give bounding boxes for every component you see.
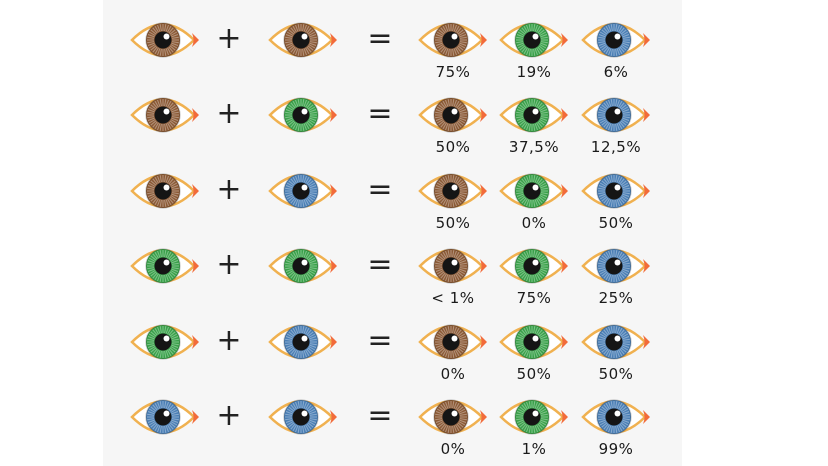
parent1-eye: [129, 394, 201, 440]
blue-eye-icon: [581, 323, 650, 360]
result-percent-brown: 0%: [440, 440, 466, 458]
blue-eye-icon: [268, 323, 337, 360]
parent1-eye: [129, 168, 201, 214]
plus-sign: +: [216, 247, 242, 283]
plus-sign: +: [216, 398, 242, 433]
result-eye-brown: [417, 319, 489, 365]
equals-sign: =: [367, 398, 393, 433]
result-eye-brown: [417, 394, 489, 440]
result-eye-blue: [580, 168, 652, 214]
green-eye-icon: [268, 248, 337, 284]
parent2-eye: [267, 243, 339, 289]
combination-row: + = 0% 50% 50%: [103, 319, 682, 389]
blue-eye-icon: [130, 399, 199, 435]
result-percent-blue: 6%: [603, 63, 629, 81]
combination-row: + = 0% 1% 99%: [103, 394, 682, 464]
combination-row: + = < 1% 75% 25%: [103, 243, 682, 313]
green-eye-icon: [499, 173, 568, 209]
equals-sign: =: [367, 247, 393, 283]
result-percent-green: 1%: [521, 440, 547, 458]
brown-eye-icon: [418, 97, 487, 134]
blue-eye-icon: [581, 22, 650, 58]
result-eye-green: [498, 243, 570, 289]
result-percent-brown: 75%: [435, 63, 471, 81]
result-percent-brown: < 1%: [431, 289, 475, 308]
result-percent-blue: 12,5%: [590, 138, 642, 157]
brown-eye-icon: [418, 323, 487, 360]
eye-color-chart: + = 75% 19% 6%: [103, 0, 682, 466]
result-eye-green: [498, 17, 570, 63]
result-eye-blue: [580, 243, 652, 289]
result-percent-blue: 99%: [598, 440, 634, 458]
green-eye-icon: [499, 22, 568, 58]
parent2-eye: [267, 394, 339, 440]
result-eye-brown: [417, 243, 489, 289]
blue-eye-icon: [581, 97, 650, 134]
result-eye-blue: [580, 92, 652, 138]
result-eye-green: [498, 168, 570, 214]
green-eye-icon: [499, 323, 568, 360]
result-percent-green: 0%: [521, 213, 547, 232]
blue-eye-icon: [581, 248, 650, 284]
green-eye-icon: [499, 97, 568, 134]
result-percent-blue: 25%: [598, 289, 634, 308]
result-percent-green: 75%: [516, 289, 552, 308]
parent1-eye: [129, 92, 201, 138]
result-eye-blue: [580, 319, 652, 365]
equals-sign: =: [367, 322, 393, 358]
plus-sign: +: [216, 21, 242, 56]
brown-eye-icon: [130, 22, 199, 58]
blue-eye-icon: [268, 173, 337, 209]
result-percent-green: 50%: [516, 364, 552, 383]
result-eye-green: [498, 394, 570, 440]
result-percent-brown: 50%: [435, 213, 471, 232]
equals-sign: =: [367, 21, 393, 56]
result-eye-brown: [417, 92, 489, 138]
parent1-eye: [129, 243, 201, 289]
result-percent-green: 19%: [516, 63, 552, 81]
brown-eye-icon: [268, 22, 337, 58]
brown-eye-icon: [130, 97, 199, 134]
brown-eye-icon: [418, 22, 487, 58]
result-percent-brown: 0%: [440, 364, 466, 383]
result-eye-blue: [580, 17, 652, 63]
result-eye-green: [498, 319, 570, 365]
brown-eye-icon: [418, 399, 487, 435]
parent1-eye: [129, 17, 201, 63]
equals-sign: =: [367, 171, 393, 207]
equals-sign: =: [367, 96, 393, 132]
result-eye-blue: [580, 394, 652, 440]
result-eye-brown: [417, 17, 489, 63]
blue-eye-icon: [581, 173, 650, 209]
combination-row: + = 50% 37,5% 12,5%: [103, 92, 682, 162]
brown-eye-icon: [130, 173, 199, 209]
parent2-eye: [267, 17, 339, 63]
green-eye-icon: [130, 248, 199, 284]
result-eye-brown: [417, 168, 489, 214]
brown-eye-icon: [418, 248, 487, 284]
parent2-eye: [267, 168, 339, 214]
result-percent-blue: 50%: [598, 364, 634, 383]
blue-eye-icon: [268, 399, 337, 435]
plus-sign: +: [216, 322, 242, 358]
parent2-eye: [267, 319, 339, 365]
result-percent-brown: 50%: [435, 138, 471, 157]
brown-eye-icon: [418, 173, 487, 209]
green-eye-icon: [130, 323, 199, 360]
plus-sign: +: [216, 96, 242, 132]
blue-eye-icon: [581, 399, 650, 435]
parent1-eye: [129, 319, 201, 365]
green-eye-icon: [499, 248, 568, 284]
combination-row: + = 75% 19% 6%: [103, 17, 682, 87]
result-percent-green: 37,5%: [508, 138, 560, 157]
green-eye-icon: [268, 97, 337, 134]
result-percent-blue: 50%: [598, 213, 634, 232]
green-eye-icon: [499, 399, 568, 435]
combination-row: + = 50% 0% 50%: [103, 168, 682, 238]
parent2-eye: [267, 92, 339, 138]
plus-sign: +: [216, 171, 242, 207]
result-eye-green: [498, 92, 570, 138]
